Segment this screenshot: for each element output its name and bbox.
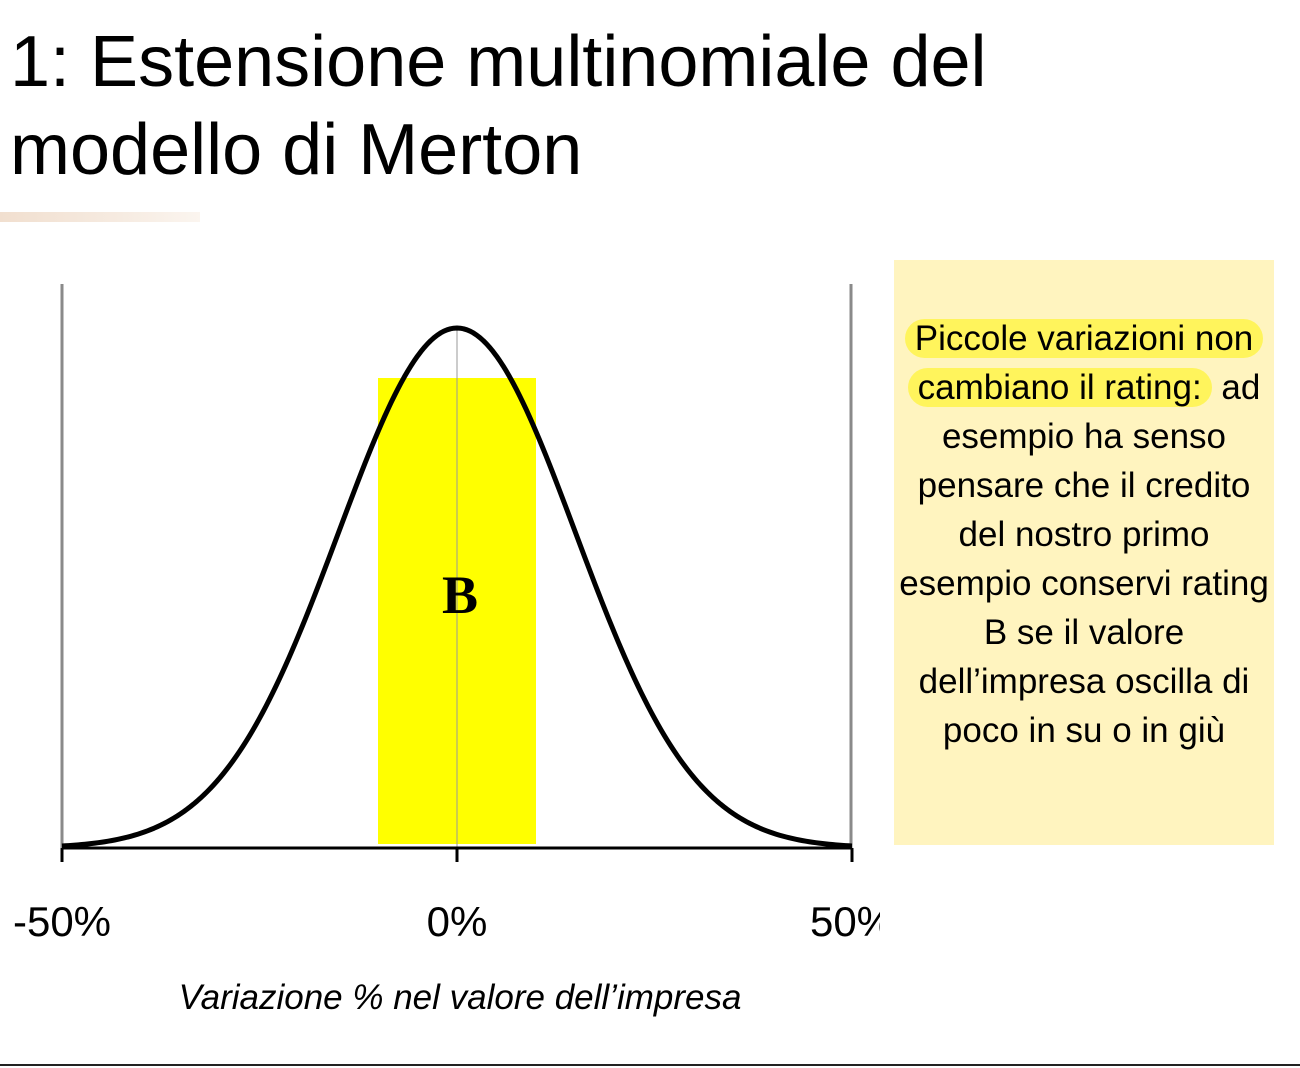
note-highlight: Piccole variazioni non cambiano il ratin… — [904, 319, 1264, 407]
chart: -50% 0% 50% B — [13, 284, 880, 945]
x-tick-label: -50% — [13, 898, 111, 945]
slide-title: 1: Estensione multinomiale del modello d… — [10, 22, 987, 190]
band-label: B — [442, 565, 478, 625]
density-curve — [61, 325, 853, 849]
note-box: Piccole variazioni non cambiano il ratin… — [894, 260, 1274, 845]
x-tick-label: 50% — [810, 898, 880, 945]
x-axis-label: Variazione % nel valore dell’impresa — [178, 978, 742, 1017]
x-tick-label: 0% — [427, 898, 488, 945]
note-text: ad esempio ha senso pensare che il credi… — [899, 368, 1269, 750]
title-underline — [0, 212, 200, 222]
bottom-rule — [0, 1064, 1300, 1066]
